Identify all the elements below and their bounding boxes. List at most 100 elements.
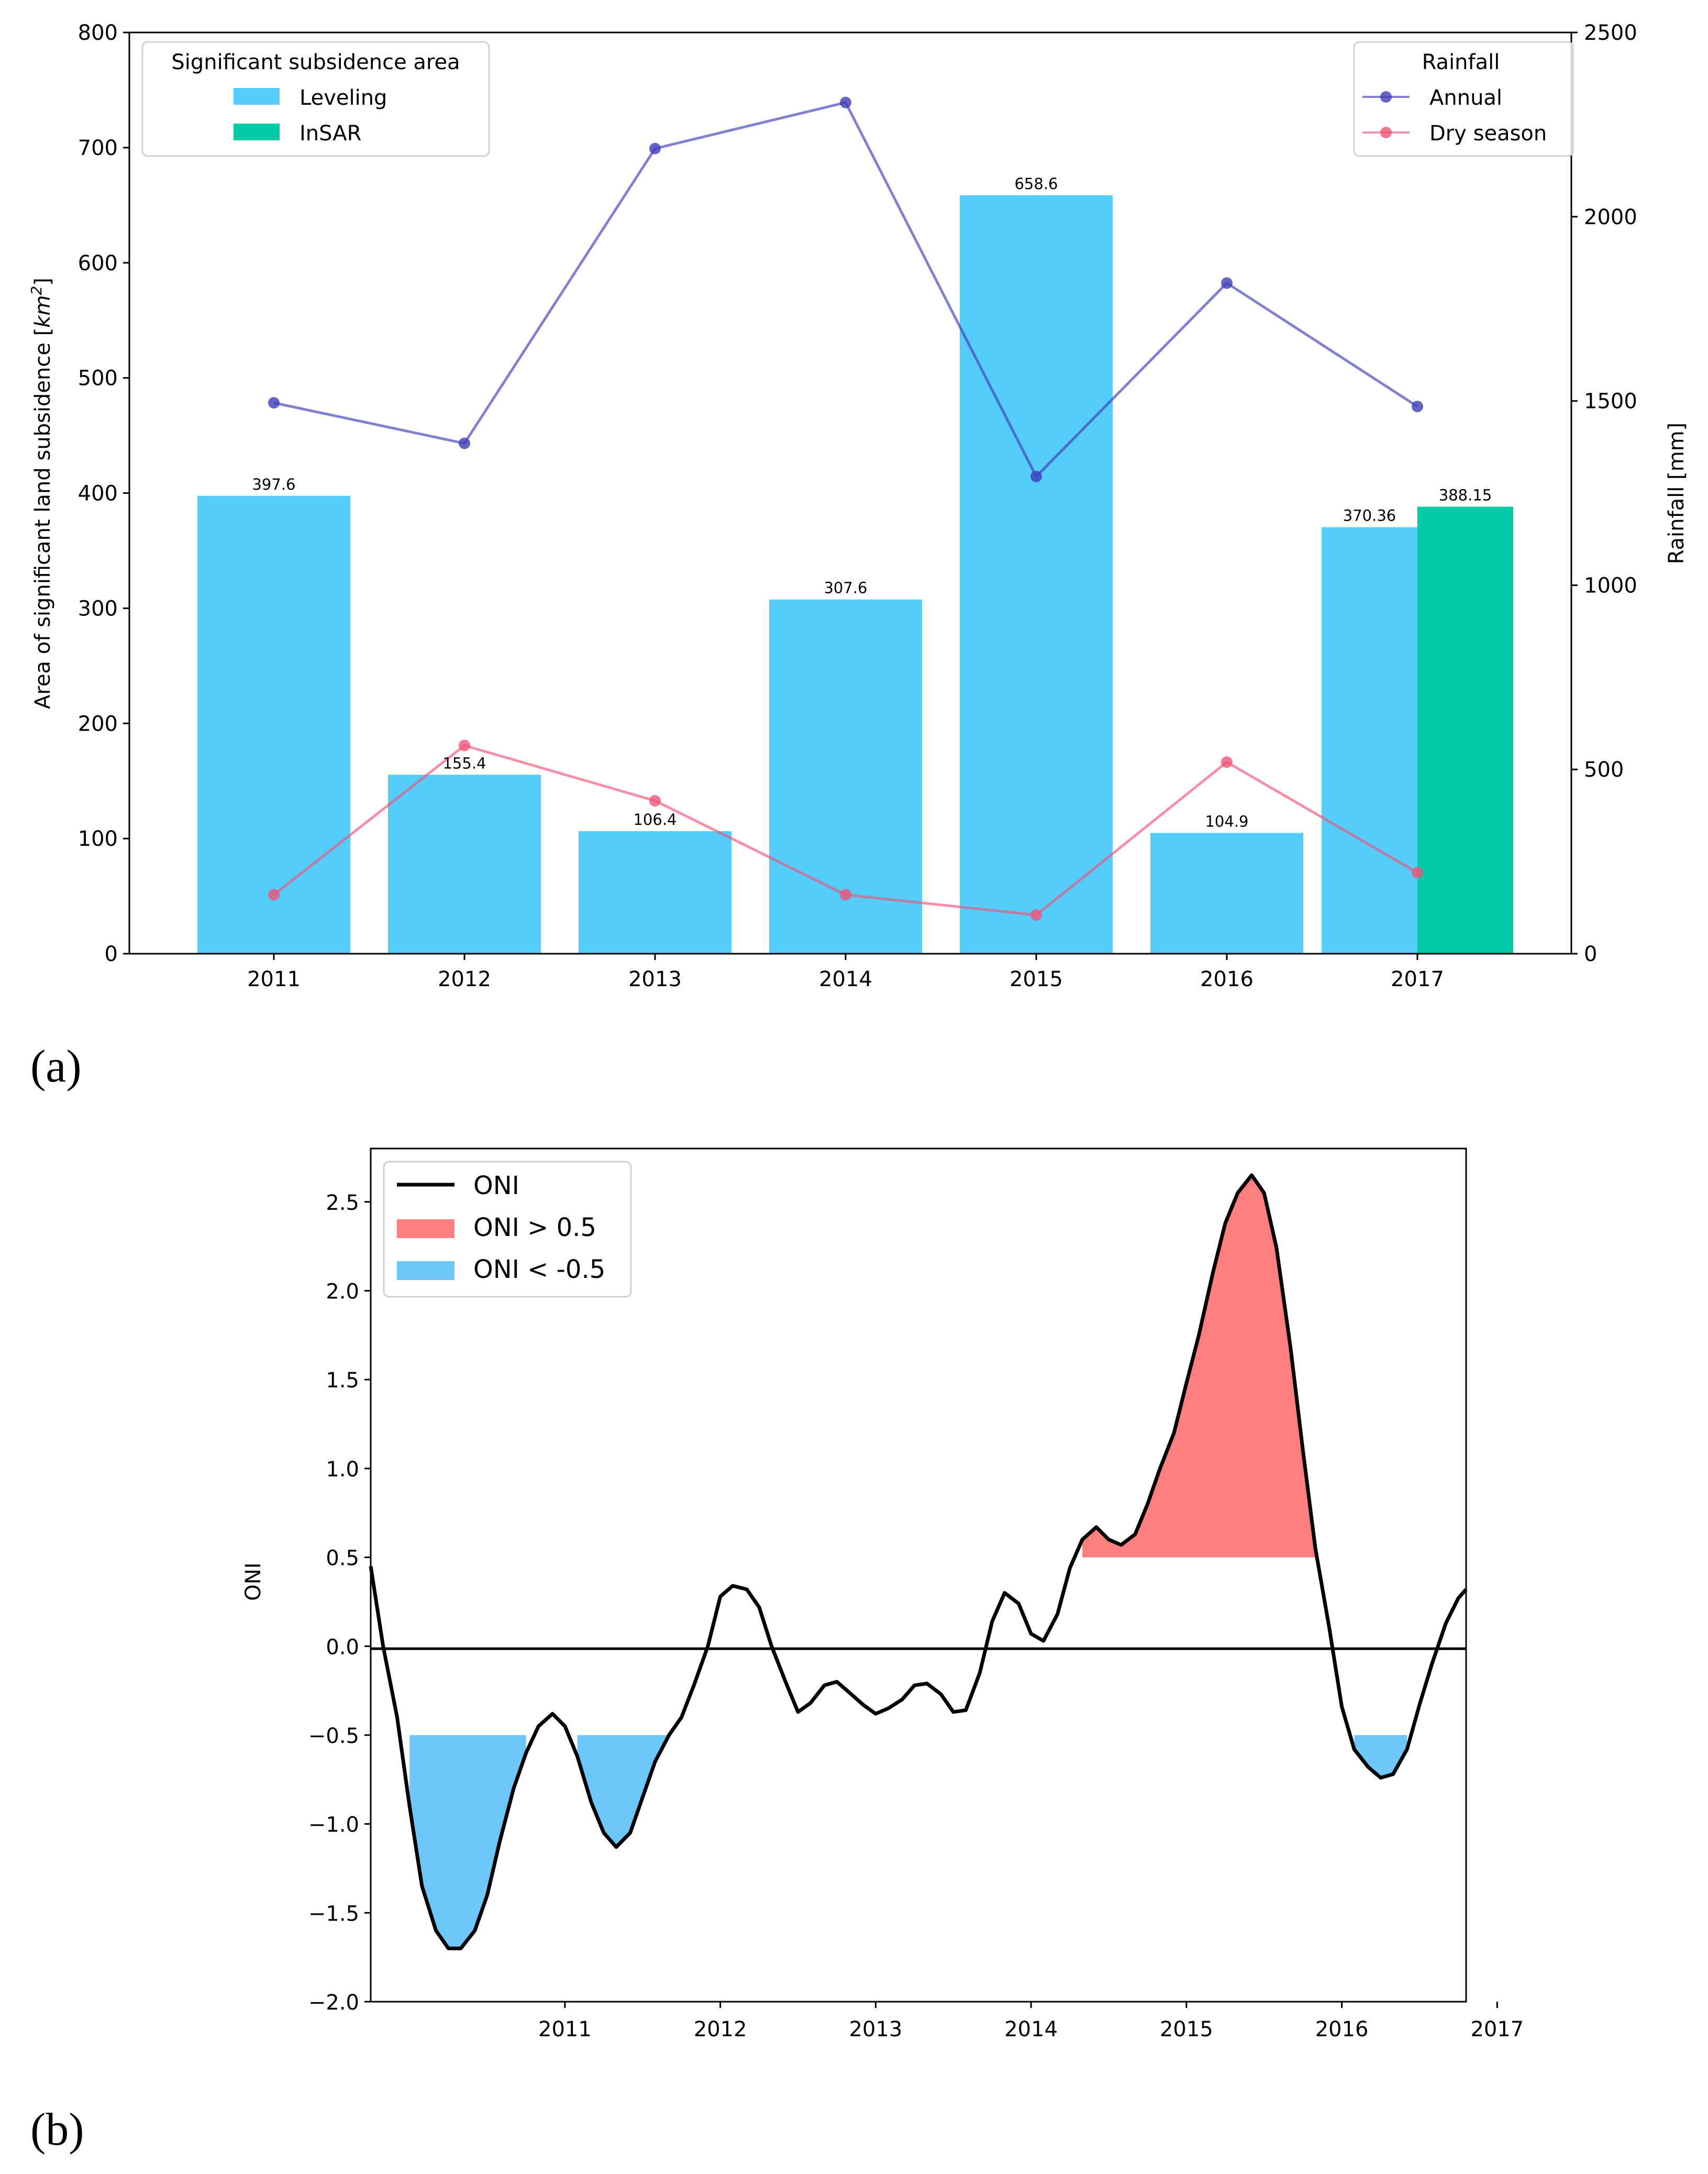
rainfall-lines-group [268, 96, 1423, 921]
point-annual-2012 [459, 437, 470, 449]
point-dry-season-2016 [1221, 756, 1233, 768]
bar-label-leveling-2012: 155.4 [442, 754, 486, 772]
ytick-left-200: 200 [78, 712, 118, 736]
legend-oni: ONI ONI > 0.5 ONI < -0.5 [383, 1161, 632, 1298]
axis-ticks-b: 2.5 2.0 1.5 1.0 0.5 0.0 −0.5 −1.0 −1.5 −2.0 2011 20… [308, 1191, 1524, 2041]
legend-rainfall: Rainfall Annual Dry season [1353, 41, 1574, 157]
point-annual-2013 [649, 142, 661, 155]
fill-cold-0 [409, 1735, 526, 1949]
legend-label-leveling: Leveling [300, 86, 387, 110]
ytick-b-2.5: 2.5 [326, 1191, 359, 1215]
legend-label-warm: ONI > 0.5 [473, 1213, 596, 1242]
xtick-b-2015: 2015 [1160, 2017, 1213, 2041]
xtick-b-2016: 2016 [1315, 2017, 1369, 2041]
ytick-left-700: 700 [78, 136, 118, 160]
ytick-left-500: 500 [78, 367, 118, 391]
bar-leveling-2011 [197, 495, 350, 954]
bar-insar-2017 [1417, 506, 1513, 954]
ytick-right-500: 500 [1584, 758, 1624, 782]
ytick-b-1: 1.0 [326, 1458, 359, 1482]
panel-b: 2.5 2.0 1.5 1.0 0.5 0.0 −0.5 −1.0 −1.5 −2.0 2011 20… [30, 1147, 1524, 2155]
point-annual-2016 [1221, 277, 1233, 289]
point-annual-2011 [268, 397, 280, 409]
point-annual-2015 [1030, 470, 1042, 482]
fill-warm-0 [1082, 1175, 1316, 1558]
ytick-right-1500: 1500 [1584, 390, 1637, 414]
xtick-a-2016: 2016 [1200, 967, 1254, 991]
bar-label-insar-2017: 388.15 [1439, 487, 1492, 504]
legend-swatch-warm [397, 1219, 454, 1238]
ytick-right-1000: 1000 [1584, 573, 1637, 598]
oni-line [369, 1173, 1468, 1950]
axis-ticks-a: 0 100 200 300 400 500 600 700 800 0 500 1000 1500 200… [78, 21, 1637, 991]
xtick-b-2011: 2011 [538, 2017, 592, 2041]
ytick-right-2500: 2500 [1584, 21, 1637, 45]
legend-marker-dry-season [1380, 127, 1392, 138]
bar-label-leveling-2015: 658.6 [1014, 175, 1058, 193]
bar-labels-group: 397.6 155.4 106.4 307.6 658.6 104.9 370.36 388.… [252, 175, 1492, 830]
legend-swatch-cold [397, 1261, 454, 1280]
plot-frame-b [370, 1147, 1467, 2003]
bar-label-leveling-2017: 370.36 [1343, 507, 1396, 525]
bar-label-leveling-2014: 307.6 [824, 579, 867, 597]
point-dry-season-2015 [1030, 909, 1042, 921]
ytick-left-400: 400 [78, 482, 118, 506]
ytick-left-600: 600 [78, 251, 118, 275]
bar-label-leveling-2013: 106.4 [633, 811, 676, 829]
bar-leveling-2016 [1150, 833, 1303, 954]
ytick-b--2: −2.0 [308, 1991, 359, 2015]
ytick-b--1: −1.0 [308, 1813, 359, 1837]
ytick-left-800: 800 [78, 21, 118, 45]
xtick-a-2017: 2017 [1391, 967, 1444, 991]
xtick-a-2015: 2015 [1010, 967, 1063, 991]
legend-bars: Significant subsidence area Leveling InS… [141, 41, 490, 157]
xtick-a-2011: 2011 [247, 967, 301, 991]
xtick-b-2013: 2013 [849, 2017, 902, 2041]
ylabel-left: Area of significant land subsidence [km2… [28, 278, 56, 709]
point-dry-season-2011 [268, 889, 280, 901]
legend-bars-title: Significant subsidence area [171, 50, 460, 74]
xtick-a-2012: 2012 [438, 967, 491, 991]
oni-fills-group [409, 1175, 1407, 1949]
ylabel-oni: ONI [241, 1562, 265, 1601]
legend-bars-box [141, 41, 490, 157]
ytick-b--1.5: −1.5 [308, 1902, 359, 1926]
ytick-right-0: 0 [1584, 942, 1597, 966]
fill-cold-2 [1354, 1735, 1407, 1778]
point-annual-2017 [1412, 401, 1423, 413]
ytick-right-2000: 2000 [1584, 205, 1637, 229]
ytick-b-1.5: 1.5 [326, 1369, 359, 1393]
bar-leveling-2017 [1322, 527, 1417, 954]
xtick-b-2012: 2012 [694, 2017, 747, 2041]
legend-label-oni: ONI [473, 1171, 519, 1200]
legend-rainfall-box [1353, 41, 1574, 157]
bar-leveling-2013 [579, 831, 731, 954]
bar-leveling-2012 [388, 775, 541, 954]
point-dry-season-2013 [649, 795, 661, 807]
ytick-left-0: 0 [105, 942, 118, 966]
fill-cold-1 [577, 1735, 669, 1847]
ylabel-right: Rainfall [mm] [1665, 423, 1689, 565]
ytick-b-0: 0.0 [326, 1635, 359, 1659]
panel-label-b: (b) [30, 2104, 84, 2155]
point-dry-season-2012 [459, 740, 470, 752]
ytick-b--0.5: −0.5 [308, 1724, 359, 1748]
legend-marker-annual [1380, 91, 1392, 103]
xtick-b-2014: 2014 [1004, 2017, 1058, 2041]
ytick-left-300: 300 [78, 597, 118, 621]
point-annual-2014 [840, 96, 851, 108]
xtick-a-2014: 2014 [819, 967, 872, 991]
panel-a: 397.6 155.4 106.4 307.6 658.6 104.9 370.36 388.… [28, 21, 1689, 1092]
line-annual [273, 101, 1418, 479]
legend-label-insar: InSAR [300, 122, 361, 146]
legend-rainfall-title: Rainfall [1422, 50, 1500, 74]
point-dry-season-2017 [1412, 867, 1423, 879]
ytick-left-100: 100 [78, 827, 118, 851]
xtick-b-2017: 2017 [1470, 2017, 1524, 2041]
bar-label-leveling-2011: 397.6 [252, 476, 295, 493]
point-dry-season-2014 [840, 889, 851, 901]
legend-label-dry-season: Dry season [1429, 122, 1547, 146]
bar-leveling-2015 [960, 195, 1113, 954]
legend-label-annual: Annual [1429, 86, 1502, 110]
